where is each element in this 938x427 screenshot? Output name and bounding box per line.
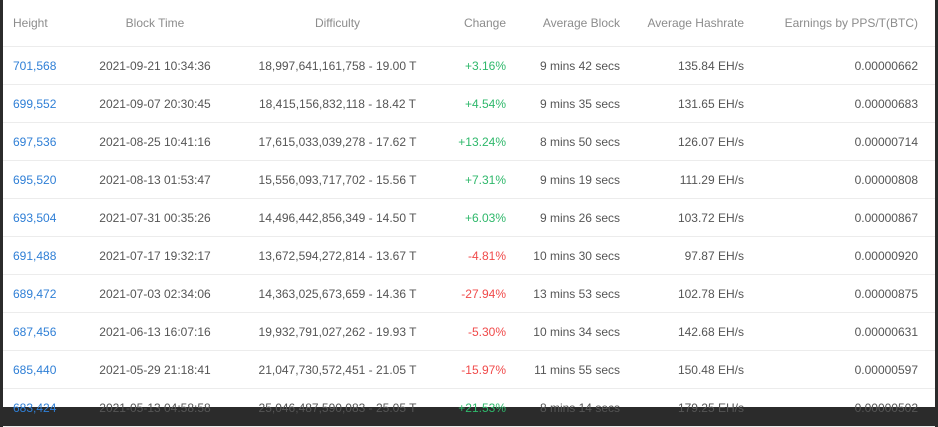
block-height-link[interactable]: 695,520 bbox=[3, 160, 80, 199]
pps-earnings: 0.00000920 bbox=[745, 236, 935, 275]
block-time: 2021-08-13 01:53:47 bbox=[80, 160, 230, 199]
average-block-time: 11 mins 55 secs bbox=[507, 350, 621, 389]
difficulty-change: -5.30% bbox=[445, 312, 507, 351]
average-block-time: 10 mins 30 secs bbox=[507, 236, 621, 275]
average-block-time: 8 mins 50 secs bbox=[507, 122, 621, 161]
pps-earnings: 0.00000875 bbox=[745, 274, 935, 313]
block-height-link[interactable]: 697,536 bbox=[3, 122, 80, 161]
block-height-link[interactable]: 689,472 bbox=[3, 274, 80, 313]
difficulty-value: 18,415,156,832,118 - 18.42 T bbox=[230, 84, 445, 123]
difficulty-change: +7.31% bbox=[445, 160, 507, 199]
table-row: 691,488 2021-07-17 19:32:17 13,672,594,272… bbox=[3, 236, 935, 275]
pps-earnings: 0.00000662 bbox=[745, 46, 935, 85]
header-difficulty: Difficulty bbox=[230, 0, 445, 47]
difficulty-change: -4.81% bbox=[445, 236, 507, 275]
difficulty-change: +21.53% bbox=[445, 388, 507, 427]
average-hashrate: 135.84 EH/s bbox=[621, 46, 745, 85]
average-hashrate: 111.29 EH/s bbox=[621, 160, 745, 199]
average-block-time: 9 mins 26 secs bbox=[507, 198, 621, 237]
average-hashrate: 150.48 EH/s bbox=[621, 350, 745, 389]
table-header: Height Block Time Difficulty Change Aver… bbox=[3, 0, 935, 47]
block-height-link[interactable]: 693,504 bbox=[3, 198, 80, 237]
average-hashrate: 179.25 EH/s bbox=[621, 388, 745, 427]
average-hashrate: 97.87 EH/s bbox=[621, 236, 745, 275]
average-block-time: 10 mins 34 secs bbox=[507, 312, 621, 351]
pps-earnings: 0.00000808 bbox=[745, 160, 935, 199]
block-time: 2021-08-25 10:41:16 bbox=[80, 122, 230, 161]
table-row: 693,504 2021-07-31 00:35:26 14,496,442,856… bbox=[3, 198, 935, 237]
average-block-time: 13 mins 53 secs bbox=[507, 274, 621, 313]
table-row: 689,472 2021-07-03 02:34:06 14,363,025,673… bbox=[3, 274, 935, 313]
average-block-time: 8 mins 14 secs bbox=[507, 388, 621, 427]
table-row: 699,552 2021-09-07 20:30:45 18,415,156,832… bbox=[3, 84, 935, 123]
difficulty-value: 18,997,641,161,758 - 19.00 T bbox=[230, 46, 445, 85]
block-height-link[interactable]: 687,456 bbox=[3, 312, 80, 351]
difficulty-change: -27.94% bbox=[445, 274, 507, 313]
difficulty-value: 25,046,487,590,083 - 25.05 T bbox=[230, 388, 445, 427]
header-height: Height bbox=[3, 0, 80, 47]
average-block-time: 9 mins 42 secs bbox=[507, 46, 621, 85]
average-hashrate: 126.07 EH/s bbox=[621, 122, 745, 161]
block-time: 2021-09-07 20:30:45 bbox=[80, 84, 230, 123]
pps-earnings: 0.00000502 bbox=[745, 388, 935, 427]
block-time: 2021-07-31 00:35:26 bbox=[80, 198, 230, 237]
pps-earnings: 0.00000631 bbox=[745, 312, 935, 351]
pps-earnings: 0.00000597 bbox=[745, 350, 935, 389]
difficulty-value: 19,932,791,027,262 - 19.93 T bbox=[230, 312, 445, 351]
difficulty-change: +4.54% bbox=[445, 84, 507, 123]
block-time: 2021-09-21 10:34:36 bbox=[80, 46, 230, 85]
header-change: Change bbox=[445, 0, 507, 47]
header-average-hashrate: Average Hashrate bbox=[621, 0, 745, 47]
header-block-time: Block Time bbox=[80, 0, 230, 47]
average-block-time: 9 mins 35 secs bbox=[507, 84, 621, 123]
average-hashrate: 131.65 EH/s bbox=[621, 84, 745, 123]
difficulty-change: +13.24% bbox=[445, 122, 507, 161]
difficulty-change: +6.03% bbox=[445, 198, 507, 237]
difficulty-value: 14,496,442,856,349 - 14.50 T bbox=[230, 198, 445, 237]
header-average-block: Average Block bbox=[507, 0, 621, 47]
average-hashrate: 103.72 EH/s bbox=[621, 198, 745, 237]
table-row: 697,536 2021-08-25 10:41:16 17,615,033,039… bbox=[3, 122, 935, 161]
block-height-link[interactable]: 699,552 bbox=[3, 84, 80, 123]
difficulty-change: -15.97% bbox=[445, 350, 507, 389]
table-row: 683,424 2021-05-13 04:58:58 25,046,487,590… bbox=[3, 388, 935, 427]
block-time: 2021-07-17 19:32:17 bbox=[80, 236, 230, 275]
block-height-link[interactable]: 691,488 bbox=[3, 236, 80, 275]
difficulty-value: 14,363,025,673,659 - 14.36 T bbox=[230, 274, 445, 313]
average-hashrate: 142.68 EH/s bbox=[621, 312, 745, 351]
block-time: 2021-06-13 16:07:16 bbox=[80, 312, 230, 351]
block-height-link[interactable]: 683,424 bbox=[3, 388, 80, 427]
table-row: 687,456 2021-06-13 16:07:16 19,932,791,027… bbox=[3, 312, 935, 351]
table-row: 701,568 2021-09-21 10:34:36 18,997,641,161… bbox=[3, 46, 935, 85]
average-hashrate: 102.78 EH/s bbox=[621, 274, 745, 313]
header-earnings: Earnings by PPS/T(BTC) bbox=[745, 0, 935, 47]
block-time: 2021-05-29 21:18:41 bbox=[80, 350, 230, 389]
block-time: 2021-07-03 02:34:06 bbox=[80, 274, 230, 313]
difficulty-value: 15,556,093,717,702 - 15.56 T bbox=[230, 160, 445, 199]
block-height-link[interactable]: 701,568 bbox=[3, 46, 80, 85]
block-height-link[interactable]: 685,440 bbox=[3, 350, 80, 389]
difficulty-history-panel: Height Block Time Difficulty Change Aver… bbox=[3, 0, 935, 427]
difficulty-value: 13,672,594,272,814 - 13.67 T bbox=[230, 236, 445, 275]
pps-earnings: 0.00000683 bbox=[745, 84, 935, 123]
difficulty-value: 21,047,730,572,451 - 21.05 T bbox=[230, 350, 445, 389]
pps-earnings: 0.00000714 bbox=[745, 122, 935, 161]
table-row: 695,520 2021-08-13 01:53:47 15,556,093,717… bbox=[3, 160, 935, 199]
table-row: 685,440 2021-05-29 21:18:41 21,047,730,572… bbox=[3, 350, 935, 389]
pps-earnings: 0.00000867 bbox=[745, 198, 935, 237]
block-time: 2021-05-13 04:58:58 bbox=[80, 388, 230, 427]
average-block-time: 9 mins 19 secs bbox=[507, 160, 621, 199]
difficulty-change: +3.16% bbox=[445, 46, 507, 85]
difficulty-table: Height Block Time Difficulty Change Aver… bbox=[3, 0, 935, 427]
difficulty-value: 17,615,033,039,278 - 17.62 T bbox=[230, 122, 445, 161]
